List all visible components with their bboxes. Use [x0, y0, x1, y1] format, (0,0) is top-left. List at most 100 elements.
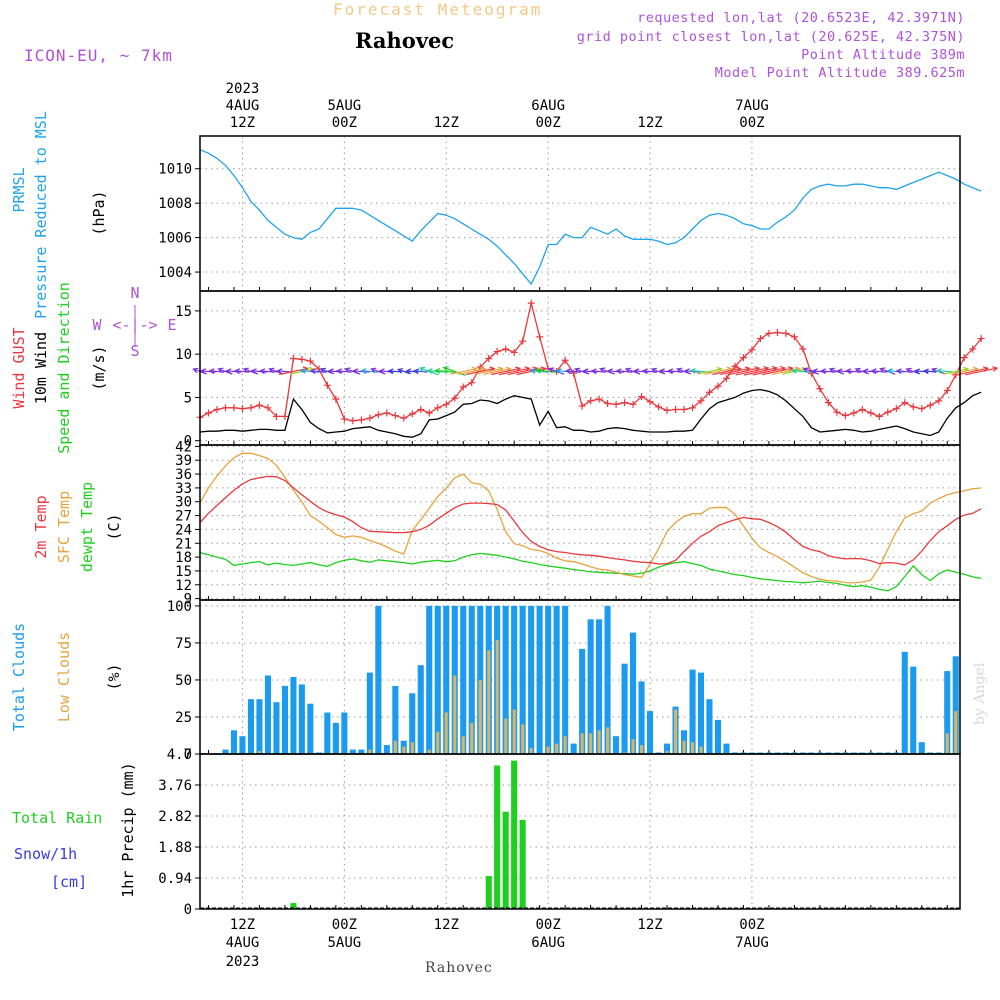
temp-ytick-label: 27	[175, 509, 192, 525]
wind-direction-arrow	[870, 368, 887, 375]
total-cloud-bar	[239, 736, 246, 754]
clouds-ytick-label: 25	[175, 710, 192, 726]
gust-marker	[960, 354, 968, 362]
total-cloud-bar	[298, 684, 305, 754]
total-cloud-bar	[511, 605, 518, 754]
wind-direction-arrow	[606, 368, 625, 375]
low-cloud-bar	[393, 740, 397, 754]
gust-marker	[943, 386, 951, 394]
wind-label-gust: Wind GUST	[10, 327, 28, 408]
low-cloud-bar	[563, 736, 567, 754]
location-title: Rahovec	[355, 28, 454, 53]
total-cloud-bar	[714, 719, 721, 754]
wind-direction-arrow	[886, 368, 905, 374]
gust-marker	[909, 403, 917, 411]
gust-marker	[901, 399, 909, 407]
total-cloud-bar	[366, 672, 373, 754]
low-cloud-bar	[580, 733, 584, 754]
compass-e: E	[167, 316, 176, 334]
clouds-ytick-label: 100	[167, 599, 192, 615]
gust-marker	[612, 400, 620, 408]
panel-precip: 0 0.94 1.88 2.82 3.76 4.7	[158, 747, 961, 918]
temp-ytick-label: 39	[175, 453, 192, 469]
gust-marker	[680, 406, 688, 414]
panel-wind: 0 5 10 15	[175, 290, 999, 450]
gust-marker	[850, 409, 858, 417]
temp-frame	[199, 444, 961, 601]
low-cloud-bar	[512, 709, 516, 754]
total-cloud-bar	[417, 665, 424, 754]
gust-marker	[332, 395, 340, 403]
total-cloud-bar	[307, 703, 314, 754]
low-cloud-bar	[461, 736, 465, 754]
wind-direction-arrow	[412, 368, 428, 375]
compass-n: N	[130, 284, 139, 302]
gust-marker	[663, 406, 671, 414]
temp-ytick-label: 33	[175, 481, 192, 497]
gust-marker	[391, 412, 399, 420]
precip-bar	[502, 811, 509, 909]
header: Forecast Meteogram Rahovec ICON-EU, ~ 7k…	[24, 0, 965, 81]
gust-marker	[841, 412, 849, 420]
wind-direction-arrow	[862, 368, 879, 375]
low-cloud-bar	[665, 751, 669, 754]
gust-marker	[867, 409, 875, 417]
total-cloud-bar	[383, 745, 390, 754]
total-cloud-bar	[460, 605, 467, 754]
gust-marker	[425, 409, 433, 417]
total-cloud-bar	[409, 693, 416, 754]
gust-marker	[306, 357, 314, 365]
gust-marker	[527, 299, 535, 307]
total-cloud-bar	[468, 605, 475, 754]
wind-direction-arrow	[225, 368, 242, 375]
total-cloud-bar	[697, 672, 704, 754]
total-cloud-bar	[536, 605, 543, 754]
clouds-label-total: Total Clouds	[10, 623, 28, 731]
total-cloud-bar	[358, 749, 365, 754]
top-axis-date: 5AUG	[327, 98, 361, 114]
wind-direction-arrow	[965, 366, 999, 376]
low-cloud-bar	[945, 733, 949, 754]
bottom-axis-date: 5AUG	[327, 935, 361, 951]
gust-marker	[587, 397, 595, 405]
total-cloud-bar	[528, 605, 535, 754]
gust-marker	[442, 400, 450, 408]
top-axis-hour: 12Z	[637, 115, 662, 131]
gust-marker	[739, 354, 747, 362]
bottom-axis-hour: 12Z	[434, 917, 459, 933]
bottom-axis-date: 6AUG	[531, 935, 565, 951]
total-cloud-bar	[613, 736, 620, 754]
total-cloud-bar	[375, 605, 382, 754]
precip-ytick-label: 4.7	[167, 747, 192, 763]
gust-marker	[875, 412, 883, 420]
total-cloud-bar	[349, 749, 356, 754]
gust-marker	[918, 405, 926, 413]
clouds-ytick-label: 75	[175, 636, 192, 652]
gust-marker	[374, 411, 382, 419]
gust-marker	[646, 398, 654, 406]
wind-direction-arrow	[811, 368, 827, 375]
pressure-label-desc: Pressure Reduced to MSL	[32, 111, 50, 319]
precip-label-snow-unit: [cm]	[51, 873, 87, 891]
pressure-ytick-label: 1008	[158, 196, 192, 212]
total-cloud-bar	[264, 675, 271, 754]
compass-w: W	[92, 316, 102, 334]
wind-label-wind: 10m Wind	[32, 332, 50, 404]
wind-direction-arrow	[667, 368, 683, 375]
low-cloud-bar	[631, 739, 635, 754]
total-cloud-bar	[901, 651, 908, 754]
low-cloud-bar	[555, 743, 559, 754]
top-axis-year: 2023	[226, 81, 260, 97]
gust-marker	[858, 406, 866, 414]
compass-s: S	[130, 342, 139, 360]
gust-marker	[417, 406, 425, 414]
gust-marker	[884, 408, 892, 416]
gust-marker	[561, 356, 569, 364]
total-cloud-bar	[230, 730, 237, 754]
clouds-ytick-label: 50	[175, 673, 192, 689]
wind-direction-arrow	[335, 368, 352, 375]
precip-frame	[199, 753, 961, 910]
wind-direction-arrow	[250, 368, 268, 375]
top-axis-date: 6AUG	[531, 98, 565, 114]
